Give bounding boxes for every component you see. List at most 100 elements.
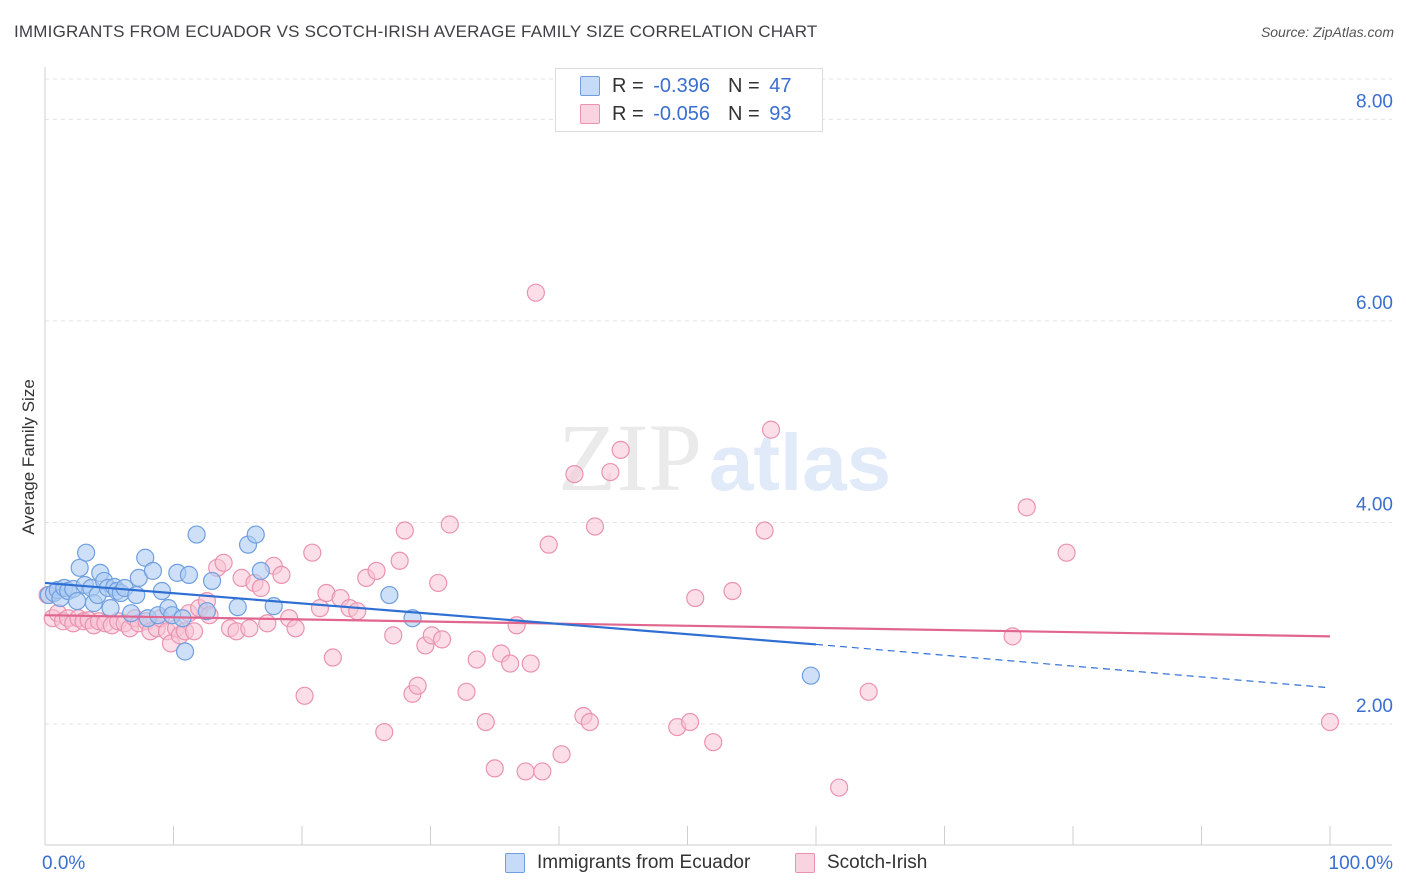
- x-tick-label: 100.0%: [1329, 853, 1394, 874]
- scotch-irish-point: [408, 676, 427, 695]
- correlation-legend: R = -0.396 N = 47 R = -0.056 N = 93: [555, 68, 823, 132]
- ecuador-point: [251, 561, 270, 580]
- scotch-irish-point: [440, 515, 459, 534]
- watermark-atlas: atlas: [709, 418, 891, 507]
- series-legend-scotch-irish: Scotch-Irish: [795, 852, 927, 874]
- scotch-irish-point: [457, 682, 476, 701]
- scotch-irish-point: [303, 543, 322, 562]
- ecuador-point: [202, 571, 222, 591]
- y-tick-label: 2.00: [1356, 696, 1393, 717]
- ecuador-point: [77, 543, 96, 562]
- scotch-irish-point: [375, 723, 394, 742]
- legend-row-ecuador: R = -0.396 N = 47: [580, 73, 791, 99]
- ecuador-trend-line: [44, 581, 817, 646]
- series-legend-ecuador: Immigrants from Ecuador: [505, 852, 750, 874]
- legend-r-value: -0.056: [653, 102, 710, 125]
- scotch-irish-point: [533, 762, 552, 781]
- ecuador-point: [187, 525, 206, 544]
- ecuador-legend-swatch: [505, 853, 525, 873]
- scotch-irish-point: [240, 619, 259, 638]
- scotch-irish-point: [467, 650, 486, 669]
- scotch-irish-point: [601, 462, 620, 482]
- scotch-irish-point: [859, 682, 878, 701]
- y-axis-label: Average Family Size: [19, 379, 38, 535]
- scotch-irish-point: [539, 535, 558, 554]
- ecuador-point: [179, 565, 199, 584]
- scotch-irish-point: [251, 578, 270, 598]
- scotch-irish-point: [755, 521, 774, 540]
- y-tick-label: 4.00: [1356, 494, 1393, 515]
- legend-row-scotch-irish: R = -0.056 N = 93: [580, 101, 791, 127]
- scotch-irish-point: [476, 712, 495, 732]
- scotch-irish-point: [761, 420, 781, 439]
- legend-n-label: N =: [727, 102, 760, 125]
- chart-title: IMMIGRANTS FROM ECUADOR VS SCOTCH-IRISH …: [14, 22, 818, 41]
- scotch-irish-point: [485, 759, 504, 778]
- scotch-irish-point: [611, 440, 630, 460]
- axes: [44, 67, 1392, 846]
- scotch-irish-point: [286, 619, 305, 638]
- scotch-irish-point: [367, 561, 386, 580]
- scotch-irish-point: [184, 622, 204, 641]
- scotch-irish-point: [723, 581, 742, 601]
- ecuador-point: [403, 609, 422, 628]
- scotch-irish-point: [323, 648, 342, 667]
- scotch-irish-point: [1017, 498, 1036, 517]
- scotch-irish-point: [516, 762, 535, 781]
- scotch-irish-point: [565, 464, 584, 484]
- scotch-irish-point: [680, 712, 700, 732]
- scotch-irish-point: [384, 626, 403, 645]
- scotch-irish-point: [830, 778, 849, 797]
- ecuador-point: [228, 598, 247, 617]
- scotch-irish-point: [580, 712, 599, 732]
- legend-r-value: -0.396: [653, 74, 710, 97]
- scotch-irish-point: [432, 630, 452, 649]
- scotch-irish-point: [258, 614, 277, 633]
- scotch-irish-point: [585, 517, 605, 536]
- scotch-irish-point: [295, 686, 314, 705]
- ecuador-trend-extension: [815, 643, 1331, 689]
- scotch-irish-point: [1057, 543, 1076, 562]
- scotch-irish-point: [552, 745, 571, 764]
- ecuador-point: [197, 602, 217, 621]
- legend-n-value: 93: [769, 102, 792, 125]
- scotch-irish-point: [501, 654, 520, 673]
- watermark: ZIP atlas: [558, 404, 891, 511]
- scotch-irish-point: [686, 588, 705, 608]
- legend-n-value: 47: [769, 74, 792, 97]
- ecuador-point: [121, 604, 141, 623]
- scotch-irish-point: [429, 573, 448, 593]
- ecuador-point: [143, 561, 163, 580]
- ecuador-point: [70, 558, 89, 577]
- x-tick-labels: 0.0% 100.0%: [42, 853, 1393, 874]
- y-tick-label: 8.00: [1356, 91, 1393, 112]
- y-tick-labels: 2.00 4.00 6.00 8.00: [1356, 91, 1393, 717]
- trend-lines: [44, 581, 1331, 689]
- scotch-irish-trend-line: [44, 614, 1331, 638]
- scotch-irish-point: [348, 602, 367, 621]
- ecuador-point: [246, 525, 265, 544]
- x-tick-label: 0.0%: [42, 853, 85, 874]
- watermark-zip: ZIP: [558, 404, 702, 511]
- ecuador-point: [801, 666, 820, 685]
- y-tick-label: 6.00: [1356, 293, 1393, 314]
- legend-r-label: R =: [612, 74, 644, 97]
- ecuador-point: [175, 642, 195, 661]
- scotch-irish-point: [526, 283, 545, 302]
- scotch-irish-point: [214, 553, 233, 572]
- ecuador-points: [39, 525, 820, 685]
- scotch-irish-point: [310, 599, 330, 618]
- scotch-irish-legend-swatch: [795, 853, 815, 873]
- scotch-irish-swatch: [580, 104, 600, 124]
- ecuador-swatch: [580, 76, 600, 96]
- ecuador-point: [380, 585, 399, 605]
- scotch-irish-legend-label: Scotch-Irish: [827, 852, 928, 873]
- legend-r-label: R =: [612, 102, 644, 125]
- scotch-irish-points: [38, 283, 1340, 797]
- source-label: Source: ZipAtlas.com: [1260, 24, 1394, 40]
- scotch-irish-point: [390, 551, 409, 570]
- ecuador-point: [101, 599, 120, 618]
- scotch-irish-point: [395, 521, 414, 540]
- scotch-irish-point: [521, 654, 540, 673]
